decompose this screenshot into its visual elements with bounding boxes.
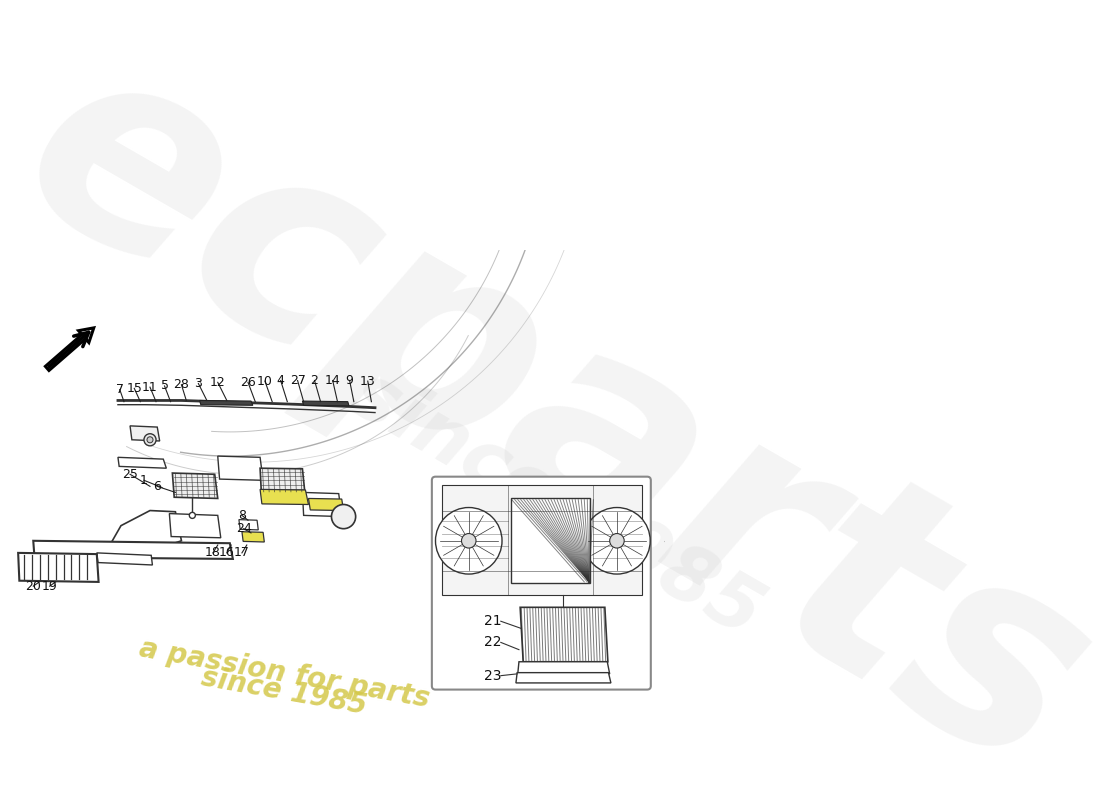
Polygon shape (118, 458, 166, 468)
Bar (512, 498, 590, 583)
Polygon shape (97, 553, 153, 565)
Text: 9: 9 (345, 374, 353, 387)
Text: 12: 12 (210, 376, 225, 389)
Text: 13: 13 (360, 374, 375, 388)
Polygon shape (518, 662, 609, 674)
Text: 25: 25 (122, 468, 138, 481)
Circle shape (436, 507, 502, 574)
Circle shape (147, 437, 153, 443)
Text: 8: 8 (238, 509, 246, 522)
Text: 26: 26 (240, 376, 256, 389)
Text: since 1985: since 1985 (338, 357, 776, 652)
Text: 22: 22 (484, 635, 502, 650)
Polygon shape (302, 493, 342, 517)
Polygon shape (130, 426, 159, 441)
Polygon shape (260, 468, 305, 493)
Text: 23: 23 (484, 669, 502, 682)
Text: ecparts: ecparts (0, 10, 1100, 800)
Text: 21: 21 (484, 614, 502, 628)
FancyArrow shape (45, 328, 94, 370)
Polygon shape (33, 541, 233, 559)
Text: 27: 27 (289, 374, 306, 387)
Polygon shape (260, 490, 308, 505)
Polygon shape (109, 510, 182, 559)
Text: a passion for parts: a passion for parts (136, 634, 431, 714)
Circle shape (584, 507, 650, 574)
Circle shape (331, 505, 355, 529)
Polygon shape (516, 673, 610, 683)
Text: 17: 17 (234, 546, 250, 559)
FancyBboxPatch shape (432, 477, 651, 690)
Text: 15: 15 (126, 382, 142, 395)
Text: 19: 19 (42, 580, 57, 593)
Text: 20: 20 (25, 580, 41, 593)
Polygon shape (169, 514, 221, 538)
Text: since 1985: since 1985 (199, 664, 370, 720)
Text: 2: 2 (310, 374, 319, 387)
Text: 16: 16 (219, 546, 234, 559)
Polygon shape (18, 553, 99, 582)
Circle shape (462, 534, 476, 548)
Text: 18: 18 (205, 546, 221, 559)
Polygon shape (239, 520, 258, 530)
Text: 6: 6 (153, 480, 162, 493)
Polygon shape (520, 607, 608, 662)
Text: 1: 1 (140, 474, 147, 487)
Polygon shape (441, 485, 642, 595)
Text: 14: 14 (324, 374, 341, 387)
Polygon shape (302, 401, 349, 406)
Text: 11: 11 (142, 381, 158, 394)
Circle shape (609, 534, 624, 548)
Polygon shape (199, 401, 253, 406)
Polygon shape (173, 473, 218, 498)
Polygon shape (242, 532, 264, 542)
Circle shape (144, 434, 156, 446)
Circle shape (189, 512, 196, 518)
Text: 3: 3 (195, 377, 202, 390)
Text: 4: 4 (277, 374, 285, 387)
Polygon shape (218, 456, 263, 480)
Text: 28: 28 (174, 378, 189, 391)
Text: 24: 24 (235, 522, 252, 535)
Text: 5: 5 (161, 379, 168, 393)
Text: 10: 10 (257, 374, 273, 388)
Text: 7: 7 (116, 383, 124, 396)
Polygon shape (308, 498, 343, 510)
